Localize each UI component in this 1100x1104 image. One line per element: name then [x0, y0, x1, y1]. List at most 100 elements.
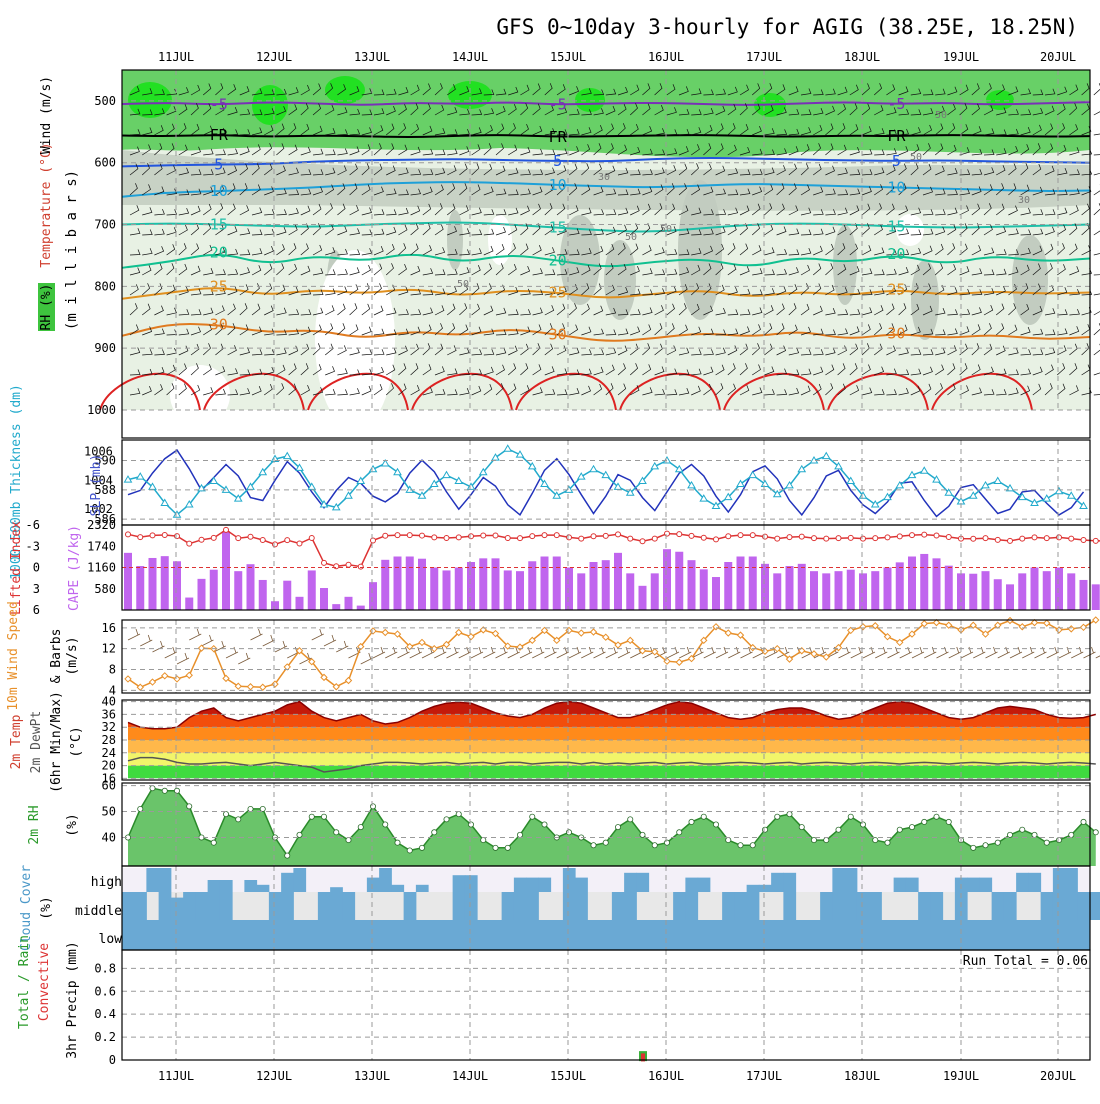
- rh-gray-plume-6: [1012, 235, 1048, 325]
- wind-barb: [825, 263, 834, 276]
- isotherm-label-3-1: 10: [549, 176, 567, 194]
- wind-barb: [1093, 224, 1100, 236]
- wind-barb: [373, 245, 384, 256]
- wind-barb: [983, 83, 992, 96]
- wind-barb: [569, 324, 579, 336]
- wind-barb: [337, 248, 348, 256]
- wind-speed-point-69: [969, 621, 977, 629]
- thickness-point-20: [368, 464, 378, 473]
- wind-barb: [434, 127, 446, 136]
- rh2m-point-18: [345, 837, 352, 844]
- wind-barb: [520, 243, 529, 256]
- wind-barb: [825, 123, 834, 136]
- cloud-high-bar-34: [538, 877, 552, 892]
- wind-barb: [752, 169, 763, 176]
- cape-bar-46: [687, 560, 696, 610]
- wind-barb: [447, 389, 458, 396]
- wind-barb: [996, 285, 1006, 296]
- wind-barb: [642, 324, 652, 336]
- wind-barb: [422, 307, 433, 316]
- y-tick-precip-2: 0.4: [94, 1007, 116, 1021]
- ylabel-convective: Convective: [37, 943, 52, 1021]
- li-point-19: [357, 563, 364, 570]
- wind-barb: [581, 109, 592, 116]
- wind-barb: [508, 144, 518, 156]
- wind-barb: [1044, 329, 1056, 336]
- cloud-high-bar-74: [1028, 872, 1042, 892]
- wind-barb: [752, 289, 763, 296]
- wind-barb: [251, 109, 263, 116]
- wind-barb: [983, 343, 993, 356]
- rh-high-blob-6: [986, 90, 1014, 110]
- wind-barb: [581, 144, 591, 156]
- thickness-point-32: [515, 450, 525, 458]
- wind-barb: [227, 129, 239, 136]
- cape-bar-38: [589, 562, 598, 610]
- wind-barb: [532, 103, 541, 116]
- cape-bar-43: [650, 573, 659, 610]
- li-point-10: [247, 533, 254, 540]
- wind-barb: [666, 129, 678, 136]
- wind-barb: [178, 383, 187, 396]
- wind-barb: [703, 283, 712, 296]
- wind-barb: [849, 188, 861, 196]
- wind-barb: [324, 203, 333, 216]
- wind-barb: [825, 329, 836, 336]
- wind-barb: [678, 267, 690, 276]
- wind-barb: [239, 86, 250, 96]
- thickness-point-69: [968, 491, 978, 499]
- wind-barb: [507, 383, 517, 396]
- ylabel-cape: CAPE (J/kg): [67, 525, 82, 611]
- wind-barb: [1020, 368, 1031, 376]
- thickness-point-49: [723, 492, 733, 501]
- wind-barb: [251, 184, 261, 196]
- x-tick-top-6: 17JUL: [746, 50, 782, 64]
- wind-barb: [1093, 394, 1100, 396]
- wind-barb: [447, 165, 457, 176]
- wind-speed-point-73: [1018, 623, 1026, 631]
- cloud-high-bar-70: [979, 877, 993, 892]
- wind-barb: [947, 309, 958, 316]
- cloud-middle-bar-78: [1077, 892, 1091, 920]
- wind-barb: [312, 364, 322, 376]
- wind-barb: [935, 165, 945, 176]
- wind-barb: [593, 228, 604, 236]
- wind-barb: [934, 123, 944, 136]
- wind-barb: [849, 243, 858, 256]
- wind-barb: [703, 245, 713, 256]
- wind-barb: [983, 247, 995, 256]
- wind-barb: [874, 224, 883, 236]
- wind-barb: [508, 207, 519, 216]
- isotherm--5: [121, 101, 1091, 106]
- wind-speed-point-50: [736, 631, 745, 639]
- li-point-70: [982, 535, 989, 542]
- wind-barb: [532, 148, 543, 156]
- wind-barb: [678, 205, 689, 216]
- wind-barb: [410, 188, 421, 196]
- wind-barb: [142, 109, 153, 116]
- wind-barb: [910, 303, 920, 316]
- wind-barb: [239, 388, 251, 396]
- thickness-point-21: [380, 458, 390, 467]
- temp-band-0: [128, 765, 1090, 779]
- wind-barb: [642, 203, 651, 216]
- isotherm-35-segment-4: [515, 372, 617, 411]
- cloud-high-bar-59: [844, 868, 858, 892]
- wind-barb: [800, 247, 812, 256]
- y-tick-rh-0: 40: [102, 830, 116, 844]
- wind-barb: [178, 345, 189, 356]
- cape-bar-13: [283, 580, 292, 610]
- wind-barb: [190, 84, 201, 96]
- wind-barb: [263, 283, 273, 296]
- cloud-middle-bar-12: [268, 892, 282, 920]
- wind-barb: [276, 106, 287, 116]
- wind-barb: [422, 289, 434, 296]
- rh2m-point-66: [933, 813, 940, 820]
- wind-barb: [447, 148, 458, 156]
- wind-barb: [703, 263, 712, 276]
- wind-barb: [581, 349, 592, 356]
- wind-barb: [715, 383, 724, 396]
- wind-barb: [349, 369, 361, 376]
- wind-barb: [263, 163, 273, 176]
- wind-barb: [239, 146, 250, 156]
